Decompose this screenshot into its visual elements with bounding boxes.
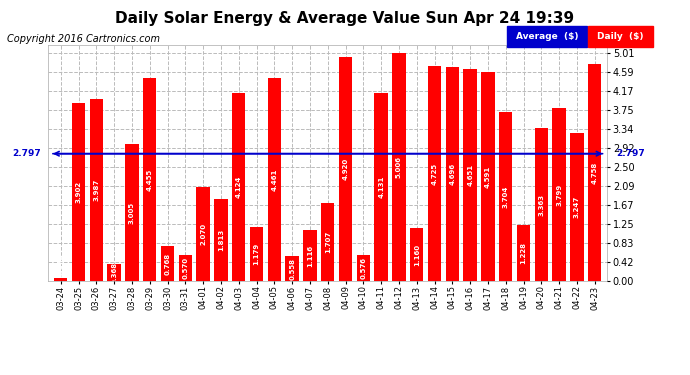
- Bar: [90, 99, 103, 281]
- Text: 3.902: 3.902: [76, 181, 81, 203]
- Bar: [268, 78, 281, 281]
- Text: 4.591: 4.591: [485, 165, 491, 188]
- Text: 4.124: 4.124: [236, 176, 241, 198]
- Bar: [108, 264, 121, 281]
- Bar: [464, 69, 477, 281]
- Text: 2.070: 2.070: [200, 223, 206, 245]
- Text: 0.768: 0.768: [164, 253, 170, 275]
- Text: 3.005: 3.005: [129, 202, 135, 224]
- Bar: [357, 255, 370, 281]
- Text: 3.247: 3.247: [574, 196, 580, 218]
- Bar: [570, 133, 584, 281]
- Text: 2.797: 2.797: [616, 149, 645, 158]
- Text: 1.179: 1.179: [253, 243, 259, 266]
- Text: 3.704: 3.704: [503, 186, 509, 208]
- Text: Copyright 2016 Cartronics.com: Copyright 2016 Cartronics.com: [7, 34, 160, 44]
- Bar: [393, 53, 406, 281]
- Text: 0.558: 0.558: [289, 258, 295, 279]
- Bar: [446, 67, 459, 281]
- Bar: [215, 199, 228, 281]
- Bar: [535, 128, 548, 281]
- Bar: [553, 108, 566, 281]
- Bar: [375, 93, 388, 281]
- Text: 4.920: 4.920: [342, 158, 348, 180]
- Text: 3.987: 3.987: [93, 179, 99, 201]
- Bar: [197, 187, 210, 281]
- Bar: [250, 228, 263, 281]
- Bar: [499, 112, 513, 281]
- Bar: [54, 278, 68, 281]
- Bar: [126, 144, 139, 281]
- Text: 4.758: 4.758: [592, 162, 598, 184]
- Text: 1.813: 1.813: [218, 229, 224, 251]
- Text: 4.461: 4.461: [271, 168, 277, 191]
- Bar: [286, 256, 299, 281]
- Bar: [428, 66, 441, 281]
- Bar: [161, 246, 175, 281]
- Bar: [304, 230, 317, 281]
- Bar: [179, 255, 192, 281]
- Bar: [232, 93, 246, 281]
- Text: 0.073: 0.073: [58, 254, 63, 276]
- Text: 4.651: 4.651: [467, 164, 473, 186]
- Bar: [517, 225, 530, 281]
- Text: 0.570: 0.570: [182, 257, 188, 279]
- Text: 4.455: 4.455: [147, 168, 152, 191]
- Text: 1.707: 1.707: [325, 231, 331, 254]
- Bar: [143, 78, 157, 281]
- Text: 2.797: 2.797: [12, 149, 41, 158]
- Bar: [72, 103, 86, 281]
- Text: 3.363: 3.363: [538, 194, 544, 216]
- Bar: [410, 228, 424, 281]
- Text: Daily  ($): Daily ($): [598, 32, 644, 41]
- Text: 0.368: 0.368: [111, 262, 117, 284]
- Bar: [339, 57, 352, 281]
- Text: Average  ($): Average ($): [515, 32, 578, 41]
- Text: 1.228: 1.228: [520, 242, 526, 264]
- Text: 3.799: 3.799: [556, 183, 562, 206]
- Text: 1.116: 1.116: [307, 245, 313, 267]
- Text: Daily Solar Energy & Average Value Sun Apr 24 19:39: Daily Solar Energy & Average Value Sun A…: [115, 11, 575, 26]
- Bar: [481, 72, 495, 281]
- Text: 4.696: 4.696: [449, 163, 455, 185]
- Text: 4.725: 4.725: [431, 162, 437, 184]
- Bar: [588, 64, 602, 281]
- Bar: [321, 203, 335, 281]
- Text: 1.160: 1.160: [414, 244, 420, 266]
- Text: 5.006: 5.006: [396, 156, 402, 178]
- Text: 4.131: 4.131: [378, 176, 384, 198]
- Text: 0.576: 0.576: [360, 257, 366, 279]
